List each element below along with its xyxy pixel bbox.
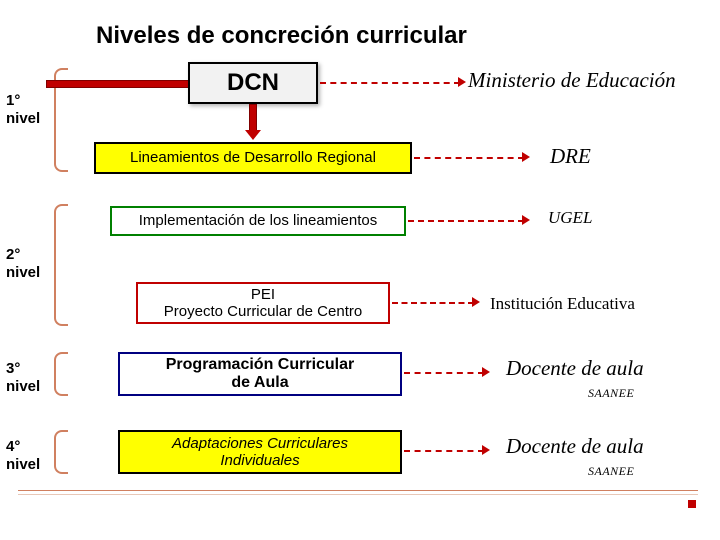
level-4-label: 4° nivel [6, 438, 40, 474]
page-title: Niveles de concreción curricular [96, 22, 467, 50]
label-saanee-1: SAANEE [588, 386, 634, 401]
dash-aci [404, 450, 484, 452]
level-3-txt: nivel [6, 378, 40, 395]
level-3-label: 3° nivel [6, 360, 40, 396]
dash-ldr [414, 157, 524, 159]
box-aci: Adaptaciones Curriculares Individuales [118, 430, 402, 474]
bracket-level-2 [54, 204, 68, 326]
box-aci-l2: Individuales [220, 452, 299, 469]
dash-impl [408, 220, 524, 222]
box-dcn: DCN [188, 62, 318, 104]
arrow-dcn-ldr [245, 130, 261, 140]
connector-dcn-ldr [249, 104, 257, 132]
bracket-level-3 [54, 352, 68, 396]
box-dcn-text: DCN [227, 69, 279, 97]
bracket-level-4 [54, 430, 68, 474]
level-4-num: 4° [6, 438, 20, 455]
box-ldr: Lineamientos de Desarrollo Regional [94, 142, 412, 174]
box-pei-l2: Proyecto Curricular de Centro [164, 303, 362, 320]
dash-pca [404, 372, 484, 374]
label-docente-2: Docente de aula [506, 434, 644, 459]
box-ldr-text: Lineamientos de Desarrollo Regional [130, 149, 376, 166]
connector-level1-dcn [46, 80, 190, 88]
box-pei: PEI Proyecto Curricular de Centro [136, 282, 390, 324]
level-2-label: 2° nivel [6, 246, 40, 282]
level-3-num: 3° [6, 360, 20, 377]
level-2-num: 2° [6, 246, 20, 263]
level-4-txt: nivel [6, 456, 40, 473]
dash-arrow-aci [482, 445, 490, 455]
box-impl-text: Implementación de los lineamientos [139, 212, 377, 229]
label-ministerio: Ministerio de Educación [468, 68, 676, 93]
box-pca-l2: de Aula [231, 374, 288, 392]
label-ugel: UGEL [548, 208, 592, 228]
box-aci-l1: Adaptaciones Curriculares [172, 435, 348, 452]
footer-line-2 [18, 494, 698, 495]
dash-pei [392, 302, 474, 304]
box-pei-l1: PEI [251, 286, 275, 303]
footer-square-icon [688, 500, 696, 508]
box-impl: Implementación de los lineamientos [110, 206, 406, 236]
box-pca: Programación Curricular de Aula [118, 352, 402, 396]
footer-line-1 [18, 490, 698, 491]
dash-arrow-pca [482, 367, 490, 377]
level-1-txt: nivel [6, 110, 40, 127]
level-1-label: 1° nivel [6, 92, 40, 128]
dash-arrow-ldr [522, 152, 530, 162]
label-docente-1: Docente de aula [506, 356, 644, 381]
dash-arrow-impl [522, 215, 530, 225]
label-dre: DRE [550, 144, 591, 169]
level-1-num: 1° [6, 92, 20, 109]
dash-dcn [320, 82, 460, 84]
dash-arrow-dcn [458, 77, 466, 87]
level-2-txt: nivel [6, 264, 40, 281]
dash-arrow-pei [472, 297, 480, 307]
box-pca-l1: Programación Curricular [166, 356, 355, 374]
label-ie: Institución Educativa [490, 294, 635, 314]
label-saanee-2: SAANEE [588, 464, 634, 479]
